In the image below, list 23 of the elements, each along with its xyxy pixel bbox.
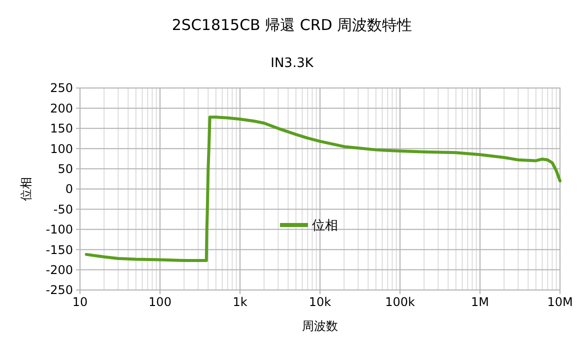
x-tick-label: 10k <box>308 295 332 309</box>
chart-title: 2SC1815CB 帰還 CRD 周波数特性 <box>172 16 412 34</box>
y-tick-label: 100 <box>50 142 73 156</box>
legend-label: 位相 <box>312 218 338 234</box>
x-tick-label: 10 <box>72 295 88 309</box>
y-tick-label: 150 <box>50 122 73 136</box>
x-tick-label: 100 <box>148 295 172 309</box>
y-tick-label: 0 <box>65 182 73 196</box>
y-tick-label: -200 <box>46 263 73 277</box>
x-tick-label: 10M <box>547 295 573 309</box>
x-axis-title: 周波数 <box>302 319 338 333</box>
x-tick-label: 100k <box>385 295 415 309</box>
y-tick-label: 200 <box>50 101 73 116</box>
y-tick-label: -250 <box>46 283 73 298</box>
x-tick-label: 1M <box>471 295 489 309</box>
y-tick-label: 50 <box>58 162 73 176</box>
y-tick-label: -150 <box>46 242 73 257</box>
y-tick-label: -50 <box>53 202 73 216</box>
chart-subtitle: IN3.3K <box>270 56 314 71</box>
y-tick-label: -100 <box>46 222 73 237</box>
y-tick-label: 250 <box>50 81 73 96</box>
y-axis-title: 位相 <box>19 177 33 201</box>
x-tick-label: 1k <box>232 295 248 309</box>
